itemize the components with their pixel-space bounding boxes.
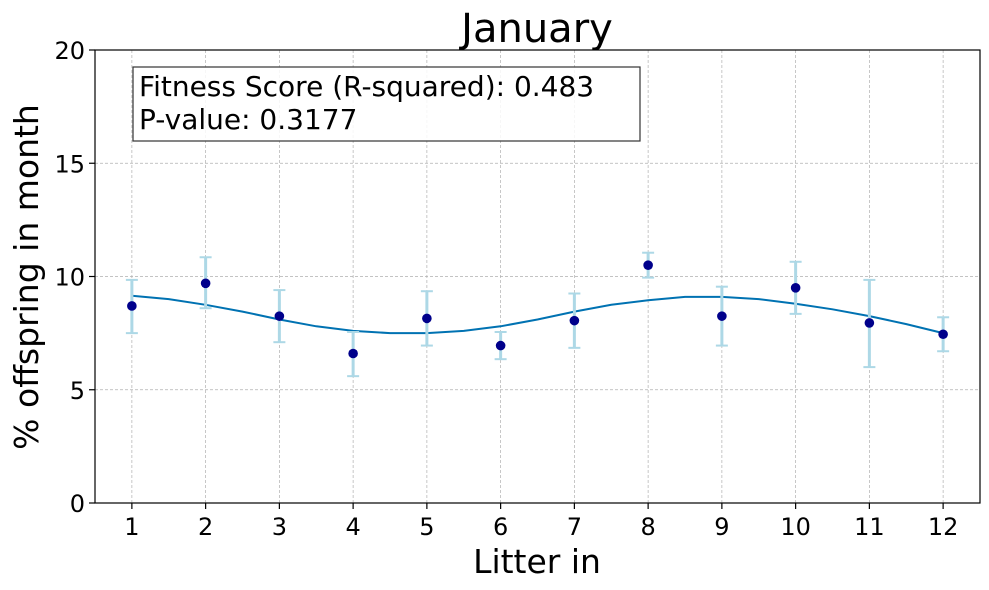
data-point (643, 260, 653, 270)
fit-curve-layer (131, 294, 944, 335)
fit-curve (131, 294, 944, 335)
x-tick-label: 4 (345, 513, 360, 541)
annotation-frame (132, 66, 641, 142)
x-tick-label: 8 (640, 513, 655, 541)
data-point (348, 348, 358, 359)
y-axis-title: % offspring in month (7, 104, 46, 450)
x-tick-label: 12 (928, 513, 959, 541)
data-point (200, 278, 211, 289)
data-point (790, 283, 801, 293)
data-point (422, 313, 432, 324)
annotation-box: Fitness Score (R-squared): 0.483 P-value… (132, 66, 641, 142)
y-tick-label: 10 (54, 264, 85, 292)
x-tick-label: 5 (419, 513, 434, 541)
data-point (127, 301, 137, 311)
data-point (717, 311, 727, 321)
x-tick-label: 11 (854, 513, 885, 541)
x-tick-label: 10 (780, 513, 811, 541)
x-axis-title: Litter in (473, 542, 601, 581)
chart-title: January (458, 6, 613, 52)
y-tick-label: 20 (54, 37, 85, 65)
points-layer (127, 260, 948, 359)
data-point (569, 315, 580, 326)
data-point (274, 311, 285, 321)
x-tick-label: 2 (198, 513, 213, 541)
data-point (864, 318, 875, 328)
y-tick-label: 5 (70, 377, 85, 405)
annotation-r-squared: Fitness Score (R-squared): 0.483 (139, 70, 594, 103)
x-tick-label: 7 (567, 513, 582, 541)
y-tick-label: 0 (70, 490, 85, 518)
annotation-p-value: P-value: 0.3177 (139, 103, 357, 136)
x-tick-label: 9 (714, 513, 729, 541)
data-point (938, 329, 948, 340)
data-point (495, 340, 506, 351)
x-tick-label: 1 (124, 513, 139, 541)
x-tick-label: 3 (272, 513, 287, 541)
x-tick-label: 6 (493, 513, 508, 541)
y-tick-label: 15 (54, 150, 85, 178)
